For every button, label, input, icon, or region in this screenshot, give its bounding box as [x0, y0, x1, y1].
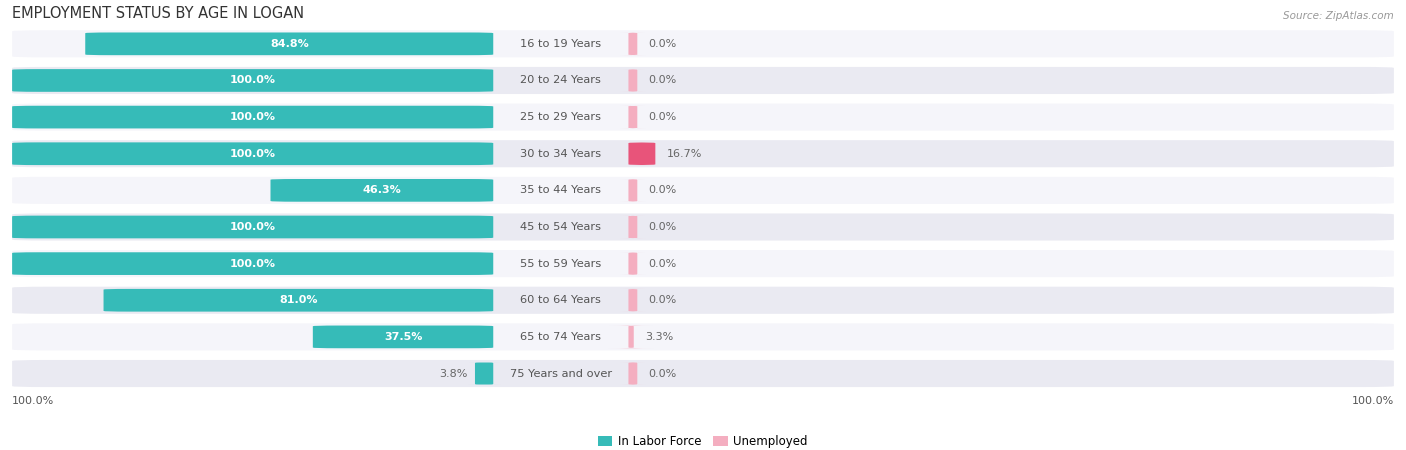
- Text: 0.0%: 0.0%: [648, 222, 676, 232]
- Text: 25 to 29 Years: 25 to 29 Years: [520, 112, 602, 122]
- FancyBboxPatch shape: [13, 252, 494, 275]
- Text: 3.8%: 3.8%: [440, 369, 468, 378]
- Text: 3.3%: 3.3%: [645, 332, 673, 342]
- FancyBboxPatch shape: [13, 69, 494, 92]
- Text: 37.5%: 37.5%: [384, 332, 422, 342]
- Text: 0.0%: 0.0%: [648, 369, 676, 378]
- FancyBboxPatch shape: [13, 67, 1393, 94]
- FancyBboxPatch shape: [13, 287, 1393, 314]
- FancyBboxPatch shape: [13, 324, 1393, 351]
- FancyBboxPatch shape: [86, 32, 494, 55]
- Text: 16.7%: 16.7%: [666, 149, 702, 159]
- Text: 30 to 34 Years: 30 to 34 Years: [520, 149, 602, 159]
- Text: 46.3%: 46.3%: [363, 185, 401, 195]
- Text: 0.0%: 0.0%: [648, 259, 676, 269]
- FancyBboxPatch shape: [620, 362, 645, 385]
- FancyBboxPatch shape: [620, 216, 645, 238]
- Text: 16 to 19 Years: 16 to 19 Years: [520, 39, 602, 49]
- FancyBboxPatch shape: [13, 30, 1393, 58]
- Text: 100.0%: 100.0%: [229, 76, 276, 86]
- Text: 100.0%: 100.0%: [13, 396, 55, 406]
- FancyBboxPatch shape: [620, 32, 645, 55]
- Legend: In Labor Force, Unemployed: In Labor Force, Unemployed: [593, 430, 813, 450]
- FancyBboxPatch shape: [609, 325, 654, 348]
- Text: 35 to 44 Years: 35 to 44 Years: [520, 185, 602, 195]
- Text: 0.0%: 0.0%: [648, 295, 676, 305]
- Text: 100.0%: 100.0%: [229, 149, 276, 159]
- FancyBboxPatch shape: [13, 360, 1393, 387]
- FancyBboxPatch shape: [620, 179, 645, 202]
- FancyBboxPatch shape: [13, 177, 1393, 204]
- FancyBboxPatch shape: [628, 142, 655, 165]
- Text: 0.0%: 0.0%: [648, 76, 676, 86]
- Text: 84.8%: 84.8%: [270, 39, 309, 49]
- FancyBboxPatch shape: [620, 289, 645, 311]
- FancyBboxPatch shape: [468, 362, 501, 385]
- Text: EMPLOYMENT STATUS BY AGE IN LOGAN: EMPLOYMENT STATUS BY AGE IN LOGAN: [13, 6, 304, 21]
- Text: 100.0%: 100.0%: [229, 222, 276, 232]
- Text: 81.0%: 81.0%: [280, 295, 318, 305]
- FancyBboxPatch shape: [13, 213, 1393, 241]
- FancyBboxPatch shape: [270, 179, 494, 202]
- Text: 0.0%: 0.0%: [648, 112, 676, 122]
- Text: 45 to 54 Years: 45 to 54 Years: [520, 222, 602, 232]
- Text: 0.0%: 0.0%: [648, 39, 676, 49]
- Text: 0.0%: 0.0%: [648, 185, 676, 195]
- FancyBboxPatch shape: [620, 106, 645, 128]
- Text: 20 to 24 Years: 20 to 24 Years: [520, 76, 602, 86]
- Text: 75 Years and over: 75 Years and over: [510, 369, 612, 378]
- FancyBboxPatch shape: [13, 104, 1393, 130]
- FancyBboxPatch shape: [13, 250, 1393, 277]
- FancyBboxPatch shape: [13, 216, 494, 238]
- Text: 65 to 74 Years: 65 to 74 Years: [520, 332, 602, 342]
- Text: 55 to 59 Years: 55 to 59 Years: [520, 259, 602, 269]
- FancyBboxPatch shape: [13, 106, 494, 128]
- FancyBboxPatch shape: [312, 325, 494, 348]
- Text: 100.0%: 100.0%: [1351, 396, 1393, 406]
- FancyBboxPatch shape: [620, 69, 645, 92]
- Text: 60 to 64 Years: 60 to 64 Years: [520, 295, 602, 305]
- FancyBboxPatch shape: [13, 140, 1393, 167]
- Text: 100.0%: 100.0%: [229, 112, 276, 122]
- FancyBboxPatch shape: [104, 289, 494, 311]
- FancyBboxPatch shape: [620, 252, 645, 275]
- Text: 100.0%: 100.0%: [229, 259, 276, 269]
- FancyBboxPatch shape: [13, 142, 494, 165]
- Text: Source: ZipAtlas.com: Source: ZipAtlas.com: [1284, 11, 1393, 21]
